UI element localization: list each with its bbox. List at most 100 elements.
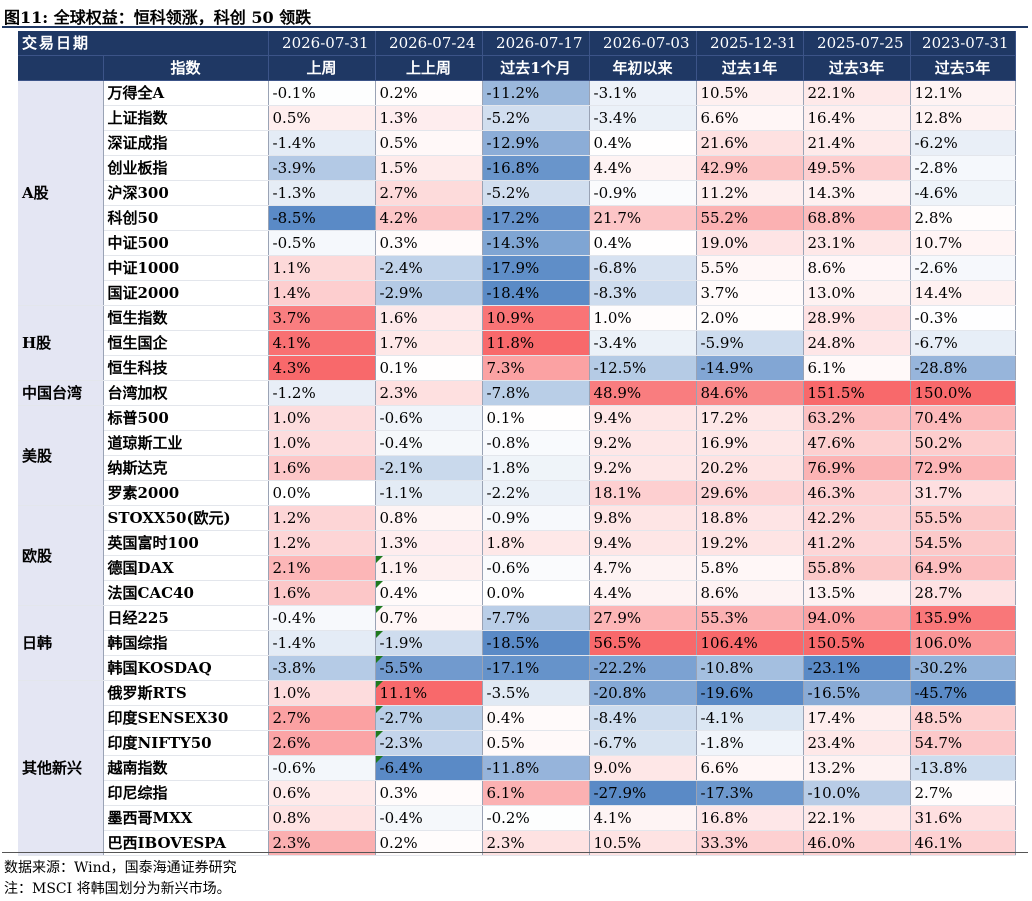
return-cell: 0.2% <box>375 80 483 106</box>
return-value: 21.4% <box>807 134 856 152</box>
return-value: -17.9% <box>486 259 540 277</box>
return-cell: -13.8% <box>910 755 1016 781</box>
return-cell: -14.3% <box>482 230 590 256</box>
return-cell: -10.0% <box>803 780 911 806</box>
return-cell: 0.0% <box>482 580 590 606</box>
comment-marker-icon <box>375 681 383 688</box>
return-cell: -12.5% <box>589 355 697 381</box>
return-cell: 2.7% <box>375 180 483 206</box>
return-cell: 20.2% <box>696 455 804 481</box>
return-value: 27.9% <box>593 609 642 627</box>
data-source-note: 数据来源：Wind，国泰海通证券研究 <box>4 860 237 876</box>
return-value: 150.5% <box>807 634 865 652</box>
index-name: 俄罗斯RTS <box>103 680 269 706</box>
return-value: 17.2% <box>700 409 749 427</box>
return-cell: 13.5% <box>803 580 911 606</box>
return-value: 94.0% <box>807 609 856 627</box>
return-cell: -0.9% <box>482 505 590 531</box>
index-name: 印度SENSEX30 <box>103 705 269 731</box>
return-value: 13.2% <box>807 759 856 777</box>
table-row: 墨西哥MXX 0.8% -0.4% -0.2% 4.1% 16.8% 22.1% 31.6% <box>18 805 1016 831</box>
return-value: -2.6% <box>914 259 958 277</box>
return-value: -6.4% <box>379 759 423 777</box>
return-cell: 0.1% <box>482 405 590 431</box>
return-value: -2.8% <box>914 159 958 177</box>
period-header: 过去5年 <box>910 55 1016 81</box>
return-cell: -1.8% <box>696 730 804 756</box>
return-cell: 64.9% <box>910 555 1016 581</box>
return-cell: -2.4% <box>375 255 483 281</box>
return-value: 9.4% <box>593 409 632 427</box>
return-cell: 1.0% <box>268 430 376 456</box>
return-value: 0.2% <box>379 84 418 102</box>
return-value: -30.2% <box>914 659 968 677</box>
return-cell: -1.4% <box>268 630 376 656</box>
return-cell: 106.4% <box>696 630 804 656</box>
return-cell: 0.4% <box>375 580 483 606</box>
return-cell: 19.0% <box>696 230 804 256</box>
return-value: -11.8% <box>486 759 540 777</box>
table-row: 印度NIFTY50 2.6% -2.3% 0.5% -6.7% -1.8% 23.4% 54.… <box>18 730 1016 756</box>
return-cell: -6.7% <box>910 330 1016 356</box>
return-cell: 135.9% <box>910 605 1016 631</box>
table-row: 深证成指 -1.4% 0.5% -12.9% 0.4% 21.6% 21.4% -6.2% <box>18 130 1016 156</box>
return-cell: 31.7% <box>910 480 1016 506</box>
return-value: 9.8% <box>593 509 632 527</box>
return-cell: 68.8% <box>803 205 911 231</box>
return-value: 1.1% <box>379 559 418 577</box>
return-value: 11.2% <box>700 184 749 202</box>
return-value: 24.8% <box>807 334 856 352</box>
table-row: 恒生科技 4.3% 0.1% 7.3% -12.5% -14.9% 6.1% -28.8% <box>18 355 1016 381</box>
comment-marker-icon <box>375 556 383 563</box>
return-value: 6.1% <box>807 359 846 377</box>
index-name: 中证500 <box>103 230 269 256</box>
return-cell: 9.4% <box>589 530 697 556</box>
return-cell: 18.1% <box>589 480 697 506</box>
global-equity-returns-table: 交易日期 2026-07-31 2026-07-24 2026-07-17 20… <box>18 31 1016 856</box>
return-cell: 0.5% <box>482 730 590 756</box>
return-cell: -6.7% <box>589 730 697 756</box>
return-cell: 14.3% <box>803 180 911 206</box>
return-value: 9.0% <box>593 759 632 777</box>
return-value: 2.6% <box>272 734 311 752</box>
return-cell: 2.3% <box>482 830 590 856</box>
index-name: 创业板指 <box>103 155 269 181</box>
return-cell: 2.1% <box>268 555 376 581</box>
period-header: 过去3年 <box>803 55 911 81</box>
return-cell: 4.1% <box>589 805 697 831</box>
index-name: 科创50 <box>103 205 269 231</box>
return-value: -12.9% <box>486 134 540 152</box>
return-cell: 10.5% <box>696 80 804 106</box>
return-value: 0.1% <box>486 409 525 427</box>
return-cell: 10.7% <box>910 230 1016 256</box>
return-cell: -8.4% <box>589 705 697 731</box>
return-value: 1.3% <box>379 534 418 552</box>
return-cell: -6.2% <box>910 130 1016 156</box>
return-value: 46.3% <box>807 484 856 502</box>
return-cell: 46.0% <box>803 830 911 856</box>
return-value: 18.8% <box>700 509 749 527</box>
return-value: 16.4% <box>807 109 856 127</box>
table-row: 德国DAX 2.1% 1.1% -0.6% 4.7% 5.8% 55.8% 64.9% <box>18 555 1016 581</box>
return-value: -6.8% <box>593 259 637 277</box>
return-cell: -2.2% <box>482 480 590 506</box>
return-cell: -28.8% <box>910 355 1016 381</box>
return-cell: -2.1% <box>375 455 483 481</box>
return-cell: -0.4% <box>375 430 483 456</box>
return-value: 21.6% <box>700 134 749 152</box>
return-value: 8.6% <box>807 259 846 277</box>
return-value: 19.2% <box>700 534 749 552</box>
return-cell: 4.1% <box>268 330 376 356</box>
return-cell: -17.1% <box>482 655 590 681</box>
return-value: -14.3% <box>486 234 540 252</box>
return-value: 46.0% <box>807 834 856 852</box>
return-cell: 42.2% <box>803 505 911 531</box>
return-value: -2.1% <box>379 459 423 477</box>
return-value: 64.9% <box>914 559 963 577</box>
index-name: 国证2000 <box>103 280 269 306</box>
return-cell: -0.4% <box>268 605 376 631</box>
return-cell: -0.6% <box>375 405 483 431</box>
return-value: 22.1% <box>807 809 856 827</box>
return-value: -16.8% <box>486 159 540 177</box>
return-value: 0.3% <box>379 784 418 802</box>
